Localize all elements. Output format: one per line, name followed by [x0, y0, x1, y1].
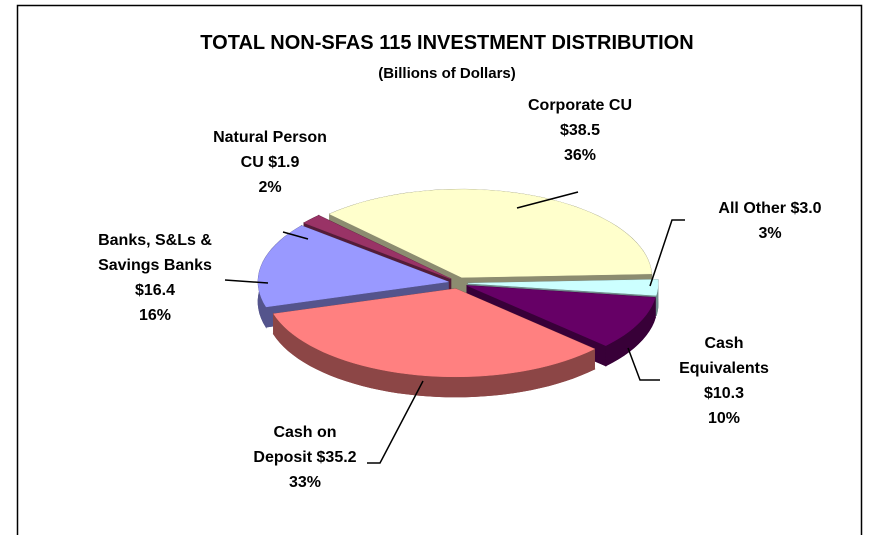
- category-label: Cash Equivalents: [679, 335, 769, 377]
- slice-top: [467, 279, 659, 296]
- leader-line: [282, 231, 309, 240]
- chart-title: TOTAL NON-SFAS 115 INVESTMENT DISTRIBUTI…: [200, 32, 693, 54]
- slice-label: Banks, S&Ls & Savings Banks $16.4 16%: [82, 228, 228, 328]
- share-label: 3%: [758, 225, 782, 242]
- share-label: 16%: [138, 307, 172, 324]
- slice-label: All Other $3.0 3%: [690, 196, 850, 246]
- leader-line: [649, 219, 685, 287]
- slice-top: [329, 189, 652, 278]
- leader-line: [224, 279, 269, 284]
- value-label: $38.5: [559, 122, 601, 139]
- chart-subtitle: (Billions of Dollars): [378, 65, 516, 82]
- leader-line: [516, 191, 579, 209]
- slice-label: Corporate CU $38.5 36%: [515, 93, 645, 168]
- pie-slice: [272, 288, 596, 398]
- value-label: $10.3: [703, 385, 745, 402]
- value-label: $3.0: [790, 200, 822, 217]
- category-label: All Other: [718, 200, 786, 217]
- slice-label: Natural Person CU $1.9 2%: [202, 125, 338, 200]
- value-label: $1.9: [268, 154, 300, 171]
- slice-top: [466, 285, 656, 346]
- slice-top: [273, 288, 596, 378]
- value-label: $16.4: [134, 282, 176, 299]
- slice-label: Cash on Deposit $35.2 33%: [244, 420, 366, 495]
- category-label: Natural Person CU: [213, 129, 327, 171]
- slice-top: [303, 215, 451, 280]
- slice-top: [257, 225, 449, 308]
- value-label: $35.2: [316, 449, 357, 466]
- leader-line: [627, 347, 660, 381]
- share-label: 2%: [258, 179, 282, 196]
- share-label: 36%: [563, 147, 597, 164]
- chart-frame: [16, 4, 863, 535]
- share-label: 10%: [707, 410, 741, 427]
- category-label: Cash on Deposit: [253, 424, 337, 466]
- category-label: Corporate CU: [527, 97, 632, 114]
- category-label: Banks, S&Ls & Savings Banks: [98, 232, 212, 274]
- leader-line: [367, 380, 424, 464]
- share-label: 33%: [288, 474, 322, 491]
- slice-label: Cash Equivalents $10.3 10%: [670, 331, 778, 431]
